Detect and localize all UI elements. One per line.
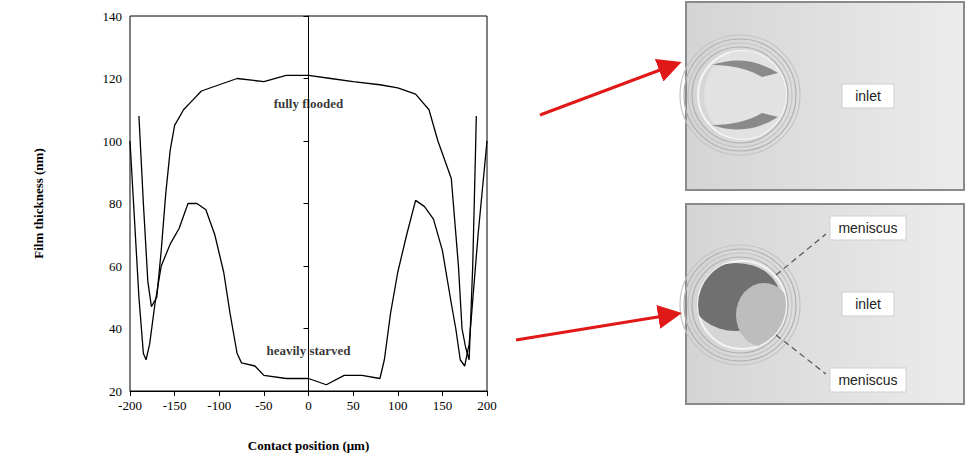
svg-text:Film thickness (nm): Film thickness (nm): [31, 148, 46, 259]
svg-text:-100: -100: [207, 398, 231, 413]
svg-text:100: 100: [388, 398, 408, 413]
svg-text:inlet: inlet: [855, 296, 881, 312]
svg-text:150: 150: [433, 398, 453, 413]
svg-text:heavily starved: heavily starved: [266, 343, 351, 358]
svg-text:inlet: inlet: [855, 88, 881, 104]
svg-text:100: 100: [103, 134, 123, 149]
svg-text:meniscus: meniscus: [838, 372, 897, 388]
svg-text:140: 140: [103, 9, 123, 24]
svg-text:60: 60: [109, 259, 122, 274]
svg-text:0: 0: [305, 398, 312, 413]
svg-text:-200: -200: [118, 398, 142, 413]
svg-text:Contact position (μm): Contact position (μm): [248, 438, 369, 453]
svg-text:-150: -150: [163, 398, 187, 413]
svg-text:120: 120: [103, 71, 123, 86]
svg-text:20: 20: [109, 384, 122, 399]
svg-text:200: 200: [477, 398, 497, 413]
svg-text:meniscus: meniscus: [838, 220, 897, 236]
svg-text:40: 40: [109, 321, 122, 336]
svg-text:80: 80: [109, 196, 122, 211]
svg-text:fully flooded: fully flooded: [274, 96, 344, 111]
svg-text:50: 50: [347, 398, 360, 413]
svg-text:-50: -50: [255, 398, 272, 413]
